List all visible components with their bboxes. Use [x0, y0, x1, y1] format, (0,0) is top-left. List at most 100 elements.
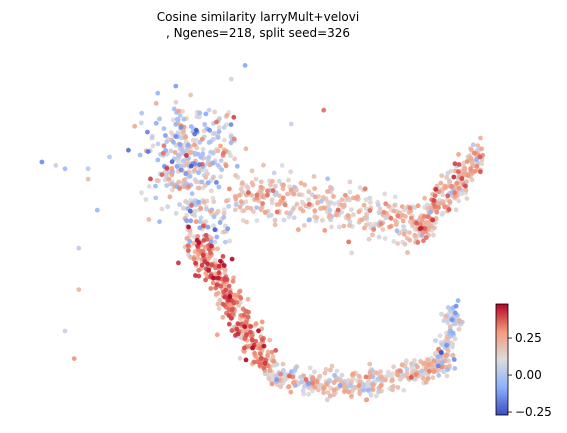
scatter-point — [451, 357, 457, 362]
scatter-point — [184, 236, 190, 241]
scatter-point — [262, 360, 268, 366]
scatter-point — [456, 326, 462, 332]
scatter-point — [191, 234, 197, 240]
scatter-point — [257, 362, 263, 367]
scatter-point — [392, 218, 398, 224]
scatter-point — [179, 146, 185, 152]
scatter-point — [125, 147, 131, 153]
scatter-point — [322, 370, 328, 376]
scatter-point — [270, 178, 275, 184]
scatter-point — [153, 195, 159, 201]
scatter-point — [449, 184, 455, 189]
scatter-point — [449, 317, 455, 323]
scatter-point — [288, 121, 294, 127]
scatter-point — [268, 212, 274, 218]
scatter-point — [291, 380, 297, 385]
scatter-point — [397, 368, 403, 374]
scatter-point — [445, 320, 451, 326]
scatter-point — [76, 287, 82, 292]
scatter-point — [284, 210, 290, 216]
scatter-point — [363, 197, 369, 203]
scatter-point — [206, 154, 212, 160]
scatter-point — [168, 130, 174, 136]
scatter-point — [164, 183, 170, 189]
scatter-point — [302, 182, 308, 188]
scatter-point — [456, 198, 462, 204]
scatter-point — [170, 117, 176, 123]
scatter-point — [327, 208, 333, 213]
scatter-point — [188, 218, 194, 224]
scatter-point — [220, 314, 226, 320]
scatter-point — [472, 168, 478, 174]
scatter-point — [285, 191, 290, 197]
scatter-point — [446, 178, 452, 184]
scatter-point — [426, 362, 432, 367]
scatter-point — [387, 224, 392, 230]
scatter-point — [201, 200, 207, 205]
scatter-point — [221, 210, 227, 216]
scatter-point — [231, 114, 237, 120]
scatter-point — [259, 319, 265, 325]
scatter-point — [439, 173, 445, 179]
scatter-point — [364, 397, 370, 403]
scatter-point — [218, 158, 224, 164]
scatter-point — [216, 306, 222, 311]
scatter-point — [242, 349, 247, 354]
scatter-point — [150, 143, 156, 149]
scatter-point — [85, 176, 91, 182]
scatter-point — [400, 218, 406, 224]
scatter-point — [456, 152, 461, 157]
scatter-point — [223, 163, 229, 169]
scatter-point — [456, 162, 462, 167]
scatter-point — [153, 183, 158, 189]
scatter-point — [339, 202, 345, 208]
scatter-point — [146, 184, 152, 189]
scatter-point — [336, 224, 342, 230]
scatter-point — [215, 162, 221, 168]
scatter-point — [356, 373, 362, 379]
scatter-point — [452, 336, 458, 342]
scatter-point — [431, 369, 437, 375]
scatter-point — [188, 124, 194, 129]
scatter-point — [176, 179, 182, 185]
scatter-point — [445, 367, 450, 373]
scatter-point — [382, 377, 388, 383]
scatter-point — [401, 387, 407, 393]
scatter-point — [243, 357, 249, 363]
scatter-point — [226, 313, 232, 318]
scatter-point — [191, 256, 197, 262]
scatter-point — [417, 226, 423, 232]
scatter-point — [192, 208, 198, 214]
scatter-point — [222, 294, 228, 300]
scatter-point — [445, 193, 451, 199]
scatter-point — [184, 153, 189, 158]
scatter-point — [239, 321, 244, 327]
scatter-point — [195, 256, 201, 261]
scatter-point — [434, 209, 440, 215]
scatter-point — [203, 277, 209, 283]
scatter-point — [300, 388, 306, 394]
scatter-point — [201, 223, 206, 229]
chart-title-line-1: Cosine similarity larryMult+velovi — [157, 10, 359, 24]
scatter-point — [388, 215, 394, 221]
scatter-point — [274, 209, 280, 215]
scatter-point — [334, 368, 340, 374]
scatter-point — [367, 208, 373, 214]
scatter-point — [190, 137, 196, 143]
scatter-point — [415, 239, 421, 245]
scatter-point — [216, 270, 222, 276]
scatter-point — [208, 208, 213, 214]
scatter-point — [209, 262, 215, 268]
scatter-point — [456, 185, 462, 191]
scatter-point — [229, 328, 235, 333]
scatter-point — [440, 192, 446, 198]
scatter-point — [361, 202, 367, 208]
scatter-point — [347, 223, 352, 228]
scatter-point — [380, 227, 386, 232]
scatter-point — [432, 193, 438, 199]
scatter-point — [394, 228, 400, 234]
scatter-point — [219, 167, 225, 173]
scatter-point — [196, 199, 202, 205]
scatter-point — [459, 176, 465, 181]
